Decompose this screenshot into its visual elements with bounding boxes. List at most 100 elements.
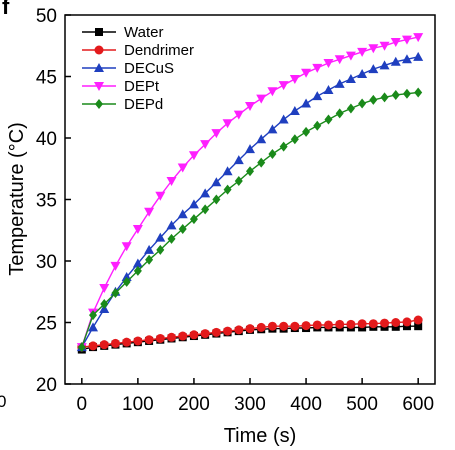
data-point: [302, 126, 311, 137]
data-point: [223, 184, 232, 195]
data-point: [133, 336, 143, 346]
legend-marker: [95, 28, 103, 36]
data-point: [167, 332, 177, 342]
data-point: [335, 108, 344, 119]
data-point: [200, 188, 211, 198]
legend-item: DECuS: [82, 60, 174, 77]
data-point: [245, 324, 255, 334]
data-point: [155, 333, 165, 343]
data-point: [334, 78, 345, 88]
data-point: [144, 244, 155, 254]
data-point: [312, 91, 323, 101]
data-point: [357, 47, 368, 57]
legend-label: DEPt: [124, 78, 160, 95]
data-point: [267, 124, 278, 134]
data-point: [402, 317, 412, 327]
data-point: [246, 166, 254, 177]
legend-item: Dendrimer: [82, 42, 194, 59]
data-point: [132, 258, 143, 268]
data-point: [267, 321, 277, 331]
data-point: [391, 318, 401, 327]
data-point: [155, 191, 166, 201]
data-point: [211, 129, 222, 139]
data-point: [267, 87, 278, 97]
data-point: [222, 166, 233, 176]
data-point: [201, 204, 210, 215]
y-tick-label: 35: [36, 191, 57, 212]
series-depd: [77, 87, 423, 353]
data-point: [166, 220, 177, 230]
data-point: [390, 56, 401, 66]
y-tick-label: 20: [36, 375, 57, 396]
data-point: [144, 335, 154, 345]
y-axis: 20 25 30 35 40 45 50: [36, 6, 71, 396]
data-point: [256, 94, 267, 104]
data-point: [189, 330, 199, 340]
stray-left-label: 0: [0, 392, 6, 411]
x-axis: 0 100 200 300 400 500 600: [77, 378, 434, 415]
legend-marker: [94, 45, 104, 55]
data-point: [289, 74, 300, 84]
y-tick-label: 40: [36, 129, 57, 150]
data-point: [346, 103, 355, 114]
y-tick-label: 25: [36, 314, 57, 335]
y-tick-label: 30: [36, 252, 57, 273]
legend-marker: [94, 82, 104, 91]
x-tick-label: 600: [402, 394, 434, 415]
data-point: [245, 102, 255, 112]
data-point: [301, 98, 312, 108]
y-tick-label: 45: [36, 68, 57, 89]
legend-marker: [95, 99, 103, 109]
data-point: [402, 88, 411, 99]
legend-label: DEPd: [124, 96, 163, 113]
x-tick-label: 300: [234, 394, 266, 415]
series-line: [81, 91, 419, 348]
series-layer: [76, 33, 424, 354]
data-point: [132, 225, 143, 235]
data-point: [88, 322, 99, 332]
data-point: [100, 299, 109, 310]
data-point: [156, 244, 165, 255]
data-point: [312, 320, 322, 330]
data-point: [144, 207, 155, 217]
data-point: [257, 157, 266, 168]
data-point: [245, 144, 255, 154]
data-point: [188, 151, 199, 161]
data-point: [379, 41, 390, 51]
data-point: [368, 64, 379, 74]
data-point: [401, 35, 412, 45]
data-point: [346, 319, 356, 329]
data-point: [290, 321, 300, 331]
data-point: [212, 194, 221, 205]
data-point: [145, 254, 154, 265]
legend-item: DEPt: [82, 78, 160, 95]
data-point: [256, 322, 266, 332]
data-point: [256, 134, 267, 144]
series-dept: [76, 33, 424, 353]
x-tick-label: 0: [77, 394, 88, 415]
data-point: [323, 320, 333, 330]
data-point: [323, 58, 334, 68]
legend-item: DEPd: [82, 96, 163, 113]
data-point: [88, 341, 98, 351]
data-point: [223, 326, 233, 336]
data-point: [122, 337, 132, 347]
data-point: [312, 63, 323, 73]
data-point: [110, 338, 120, 348]
data-point: [222, 119, 233, 129]
legend-item: Water: [82, 24, 163, 41]
legend-label: DECuS: [124, 60, 174, 77]
data-point: [323, 85, 334, 95]
data-point: [345, 51, 356, 61]
data-point: [368, 44, 379, 54]
data-point: [167, 233, 176, 244]
x-axis-title: Time (s): [224, 425, 297, 447]
data-point: [324, 114, 333, 125]
data-point: [368, 319, 378, 329]
data-point: [110, 261, 121, 271]
data-point: [189, 214, 198, 225]
data-point: [413, 51, 424, 61]
data-point: [390, 38, 401, 48]
data-point: [234, 325, 244, 335]
